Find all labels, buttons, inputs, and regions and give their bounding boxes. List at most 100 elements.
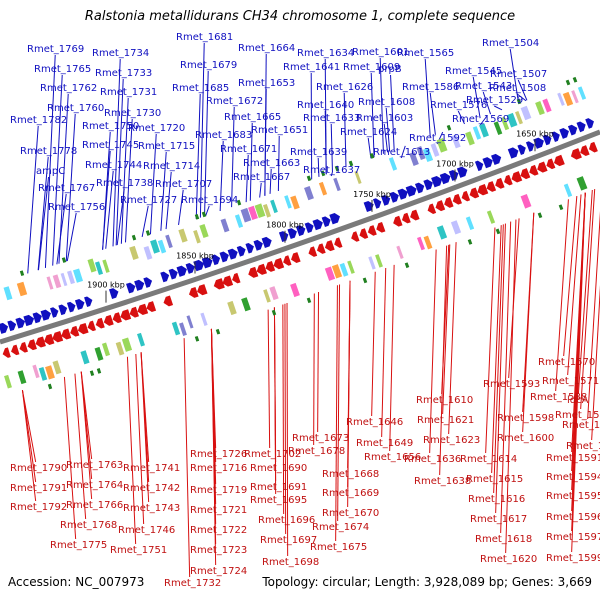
reverse-gene-label: Rmet_1597 bbox=[546, 532, 600, 543]
reverse-label-connector bbox=[317, 291, 320, 433]
reverse-label-connector bbox=[580, 189, 596, 410]
reverse-gene-arrow bbox=[486, 181, 497, 192]
forward-label-connector bbox=[317, 157, 320, 177]
reverse-gene-arrow bbox=[11, 344, 20, 356]
cog-block bbox=[368, 256, 376, 270]
gc-mark bbox=[89, 370, 95, 377]
forward-label-connector bbox=[429, 92, 436, 135]
cog-block bbox=[17, 370, 27, 385]
cog-block bbox=[388, 157, 398, 171]
tick-label: 1800 kbp bbox=[266, 221, 304, 230]
cog-block bbox=[60, 272, 68, 287]
reverse-gene-label: Rmet_1768 bbox=[60, 520, 117, 531]
summary-text: Topology: circular; Length: 3,928,089 bp… bbox=[261, 575, 592, 589]
reverse-gene-arrow bbox=[546, 158, 556, 170]
forward-label-connector bbox=[516, 93, 527, 102]
forward-label-connector bbox=[116, 188, 125, 246]
chromosome-backbone bbox=[0, 129, 600, 345]
reverse-gene-label: Rmet_1791 bbox=[10, 483, 67, 494]
reverse-label-connector bbox=[442, 244, 451, 415]
reverse-gene-label: Rmet_1691 bbox=[250, 482, 307, 493]
reverse-gene-arrow bbox=[213, 278, 225, 290]
forward-gene-label: Rmet_1745 bbox=[82, 140, 139, 151]
cog-block bbox=[240, 207, 252, 223]
forward-gene-arrow bbox=[160, 271, 170, 283]
cog-block bbox=[331, 264, 343, 279]
reverse-gene-arrow bbox=[265, 260, 276, 272]
kbp-ticks: 1650 kbp 1700 kbp 1750 kbp 1800 kbp 1850 kbp… bbox=[87, 129, 554, 303]
reverse-gene-arrow bbox=[359, 228, 369, 239]
reverse-gene-label: Rmet_1702 bbox=[244, 449, 301, 460]
reverse-gene-arrow bbox=[410, 209, 420, 221]
forward-gene-label: Rmet_1694 bbox=[181, 195, 238, 206]
reverse-gene-label: Rmet_1724 bbox=[190, 566, 247, 577]
label-lines bbox=[21, 42, 600, 578]
forward-gene-arrow bbox=[185, 263, 195, 274]
forward-gene-label: Rmet_1639 bbox=[290, 147, 347, 158]
reverse-label-connector bbox=[563, 196, 578, 357]
feature-tracks bbox=[0, 76, 598, 390]
forward-gene-arrow bbox=[381, 194, 391, 206]
cog-block bbox=[576, 176, 588, 191]
forward-label-connector bbox=[27, 125, 39, 274]
forward-gene-arrow bbox=[211, 254, 221, 266]
cog-block bbox=[94, 346, 104, 361]
forward-gene-arrow bbox=[397, 188, 408, 200]
reverse-gene-arrow bbox=[452, 193, 462, 205]
cog-block bbox=[16, 281, 28, 297]
forward-gene-arrow bbox=[50, 307, 59, 318]
forward-label-connector bbox=[259, 182, 262, 198]
reverse-label-connector bbox=[74, 373, 87, 520]
forward-gene-label: Rmet_1765 bbox=[34, 64, 91, 75]
forward-gene-arrow bbox=[533, 137, 544, 149]
reverse-gene-label: Rmet_1610 bbox=[416, 395, 473, 406]
reverse-gene-label: Rmet_1722 bbox=[190, 525, 247, 536]
forward-gene-arrow bbox=[363, 200, 374, 213]
forward-gene-label: Rmet_1681 bbox=[176, 32, 233, 43]
reverse-gene-arrow bbox=[70, 325, 80, 337]
forward-gene-label: Rmet_1782 bbox=[10, 115, 67, 126]
forward-gene-label: Rmet_1592 bbox=[409, 133, 466, 144]
cog-block bbox=[557, 92, 565, 106]
cog-block bbox=[137, 332, 145, 347]
forward-gene-arrow bbox=[84, 296, 93, 307]
reverse-gene-arrow bbox=[2, 347, 11, 358]
cog-block bbox=[290, 282, 300, 298]
cog-block bbox=[577, 86, 587, 100]
forward-gene-arrow bbox=[431, 175, 443, 188]
forward-label-connector bbox=[141, 205, 149, 238]
reverse-gene-arrow bbox=[146, 301, 157, 313]
forward-gene-label: Rmet_1637 bbox=[303, 165, 360, 176]
reverse-label-connector bbox=[183, 338, 191, 578]
reverse-label-connector bbox=[21, 390, 37, 502]
cog-block bbox=[500, 116, 510, 131]
reverse-gene-label: Rmet_1670 bbox=[322, 508, 379, 519]
reverse-gene-label: Rmet_1746 bbox=[118, 525, 175, 536]
gc-mark bbox=[194, 213, 200, 220]
reverse-gene-arrow bbox=[511, 171, 523, 183]
gc-mark bbox=[446, 124, 452, 131]
cog-block bbox=[304, 185, 314, 201]
reverse-gene-label: Rmet_1678 bbox=[288, 446, 345, 457]
forward-label-connector bbox=[37, 156, 49, 271]
cog-block bbox=[121, 337, 133, 352]
reverse-gene-label: Rmet_1674 bbox=[312, 522, 369, 533]
cog-block bbox=[73, 268, 83, 283]
forward-label-connector bbox=[400, 145, 406, 159]
forward-label-connector bbox=[269, 168, 272, 194]
reverse-gene-label: Rmet_1698 bbox=[262, 557, 319, 568]
reverse-label-connector bbox=[429, 249, 437, 454]
forward-gene-arrow bbox=[405, 185, 417, 197]
cog-block bbox=[535, 101, 545, 116]
forward-gene-label: Rmet_1672 bbox=[206, 96, 263, 107]
reverse-gene-label: Rmet_1591 bbox=[546, 453, 600, 464]
cog-block bbox=[179, 322, 187, 336]
reverse-label-connector bbox=[500, 221, 512, 534]
reverse-gene-label: Rmet_1636 bbox=[404, 454, 461, 465]
reverse-gene-arrow bbox=[188, 287, 199, 298]
cog-block bbox=[32, 364, 40, 379]
reverse-gene-arrow bbox=[537, 161, 548, 173]
reverse-gene-arrow bbox=[163, 295, 174, 307]
forward-label-connector bbox=[390, 74, 395, 150]
